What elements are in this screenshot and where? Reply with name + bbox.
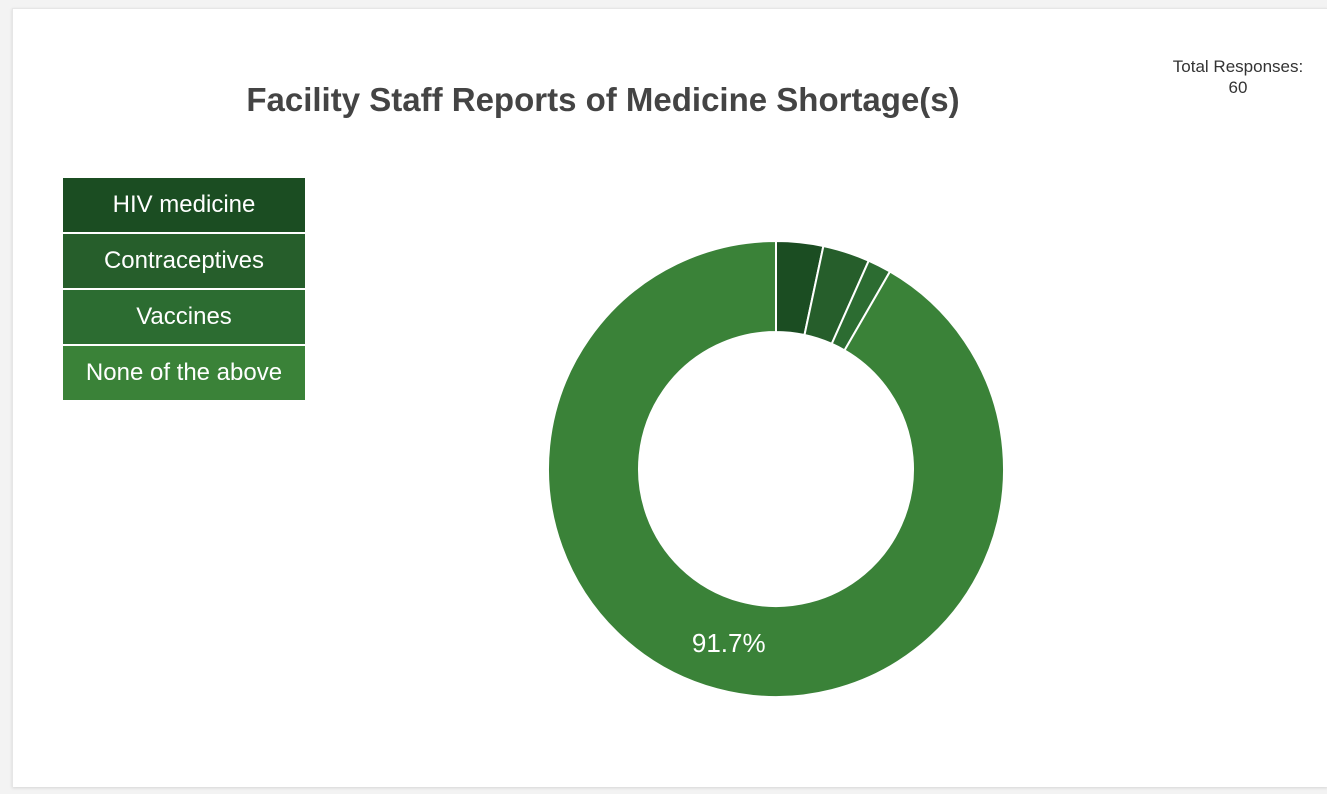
legend-item-contraceptives[interactable]: Contraceptives	[63, 234, 305, 290]
legend-item-hiv-medicine[interactable]: HIV medicine	[63, 178, 305, 234]
legend: HIV medicine Contraceptives Vaccines Non…	[63, 178, 305, 400]
total-responses-label: Total Responses:	[1172, 57, 1304, 76]
donut-chart: 91.7%	[547, 239, 1005, 698]
legend-item-none-of-the-above[interactable]: None of the above	[63, 346, 305, 400]
chart-card: Facility Staff Reports of Medicine Short…	[12, 8, 1327, 787]
chart-title: Facility Staff Reports of Medicine Short…	[246, 81, 960, 118]
data-label-none-of-the-above: 91.7%	[692, 628, 766, 658]
total-responses-value: 60	[1228, 78, 1248, 97]
legend-item-vaccines[interactable]: Vaccines	[63, 290, 305, 346]
donut-slice-none-of-the-above[interactable]	[547, 239, 1005, 698]
total-responses: Total Responses: 60	[1143, 56, 1327, 98]
